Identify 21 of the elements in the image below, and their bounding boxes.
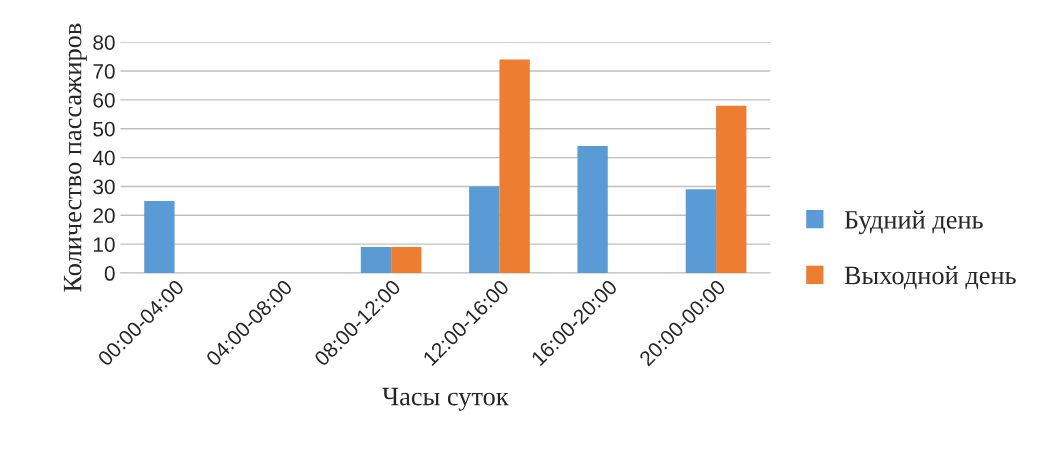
bar [144, 200, 175, 274]
bar [577, 146, 608, 274]
y-tick-label: 70 [93, 64, 115, 79]
bar [360, 247, 392, 274]
y-tick-label: 10 [93, 237, 115, 252]
bar [716, 105, 747, 274]
bar [469, 186, 500, 274]
legend-label: Выходной день [844, 266, 1016, 290]
y-tick-label: 60 [93, 92, 115, 108]
y-tick-label: 20 [93, 208, 115, 224]
y-tick-label: 80 [93, 35, 115, 50]
y-axis-title: Количество пассажиров [63, 23, 87, 292]
y-tick-label: 50 [93, 121, 115, 137]
bar [499, 59, 530, 274]
y-tick-label: 30 [93, 179, 115, 195]
y-tick-label: 0 [104, 266, 115, 281]
bar [391, 247, 422, 274]
x-axis-title: Часы суток [382, 387, 509, 411]
y-tick-label: 40 [92, 150, 115, 166]
bar [685, 189, 717, 274]
legend-label: Будний день [844, 210, 983, 235]
